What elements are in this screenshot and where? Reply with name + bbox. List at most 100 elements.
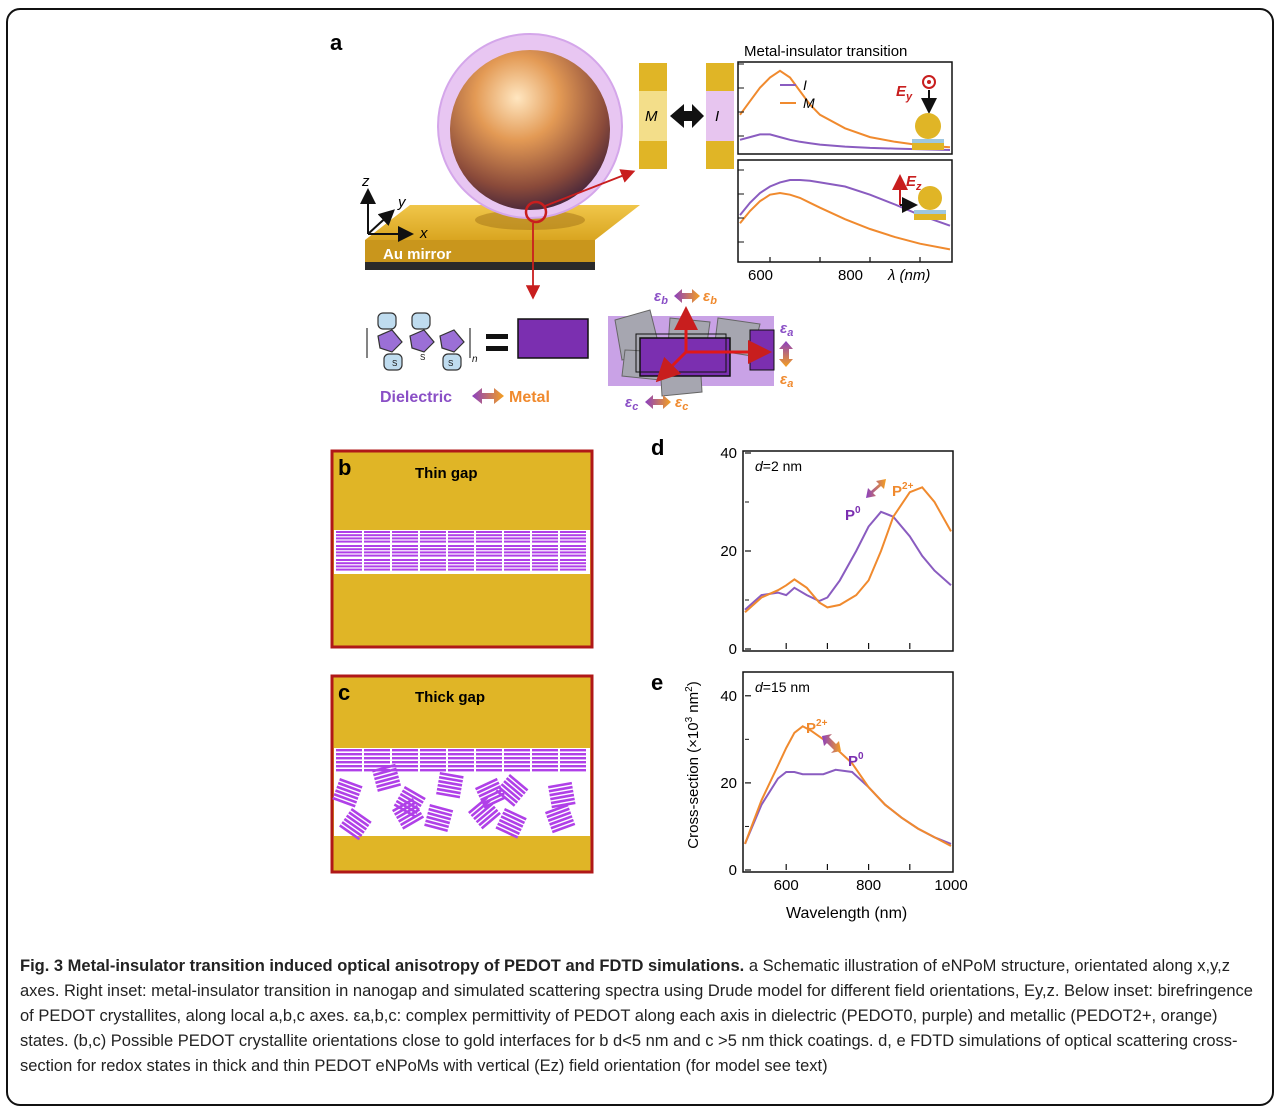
crystallite-layer (532, 565, 558, 568)
crystallite-layer (504, 757, 530, 760)
crystallite-layer (502, 811, 526, 825)
crystallite-layer (476, 548, 502, 551)
chart-d-annot-d: d (755, 458, 764, 474)
crystallite-layer (429, 804, 454, 813)
crystallite-layer (336, 531, 362, 533)
svg-text:εb: εb (654, 288, 668, 307)
field-ey: E (896, 83, 907, 100)
crystallite-layer (560, 551, 586, 554)
crystallite-layer (532, 540, 558, 543)
mit-xtick-600: 600 (748, 267, 773, 284)
crystallite-layer (448, 753, 474, 756)
crystallite-layer (448, 548, 474, 551)
crystallite-layer (336, 749, 362, 752)
chart-d-ytick-label: 40 (720, 445, 737, 462)
crystallite-layer (336, 559, 362, 561)
crystallite-layer (495, 826, 519, 839)
crystallite-layer (504, 765, 530, 768)
legend-m: M (803, 95, 815, 111)
crystallite-layer (336, 545, 362, 547)
chart-e-ytick-label: 40 (720, 688, 737, 705)
crystallite-grain (495, 774, 529, 807)
crystallite-layer (420, 562, 446, 565)
axis-z: z (361, 173, 370, 190)
crystallite-layer (398, 808, 421, 823)
crystallite-layer (560, 545, 586, 547)
crystallite-layer (560, 540, 586, 543)
crystallite-layer (478, 808, 499, 827)
crystallite-layer (364, 765, 390, 768)
svg-text:P2+: P2+ (892, 481, 914, 500)
crystallite-layer (476, 749, 502, 752)
pointer-arrow-up (544, 169, 636, 207)
crystallite-layer (392, 534, 418, 537)
crystallite-layer (560, 765, 586, 768)
mi-gap-inset: M I (639, 63, 734, 169)
crystallite-layer (532, 769, 558, 772)
crystallite-layer (476, 531, 502, 533)
crystallite-layer (364, 551, 390, 554)
crystallite-layer (392, 568, 418, 571)
crystallite-layer (504, 562, 530, 565)
chart-e-annot-d: d (755, 679, 764, 695)
dielectric-label: Dielectric (380, 389, 452, 406)
crystallite-grain (339, 808, 372, 841)
crystallite-layer (336, 765, 362, 768)
crystallite-layer (532, 531, 558, 533)
crystallite-layer (504, 753, 530, 756)
field-ey-sub: y (905, 91, 913, 103)
crystallite-layer (505, 777, 526, 795)
crystallite-layer (504, 761, 530, 764)
crystallite-layer (336, 769, 362, 772)
crystallite-layer (420, 531, 446, 533)
chart-d-p0: P (845, 507, 855, 524)
mit-title: Metal-insulator transition (744, 43, 907, 60)
crystallite-layer (476, 562, 502, 565)
crystallite-layer (392, 548, 418, 551)
epsilon-labels: εb εb εa εa εc εc (625, 288, 793, 413)
pedot-molecule: S S S n (366, 312, 478, 371)
chart-e-ytick-label: 20 (720, 775, 737, 792)
crystallite-layer (504, 568, 530, 571)
crystallite-layer (436, 787, 461, 795)
crystallite-layer (364, 540, 390, 543)
crystallite-layer (476, 761, 502, 764)
crystallite-layer (448, 749, 474, 752)
crystallite-layer (504, 749, 530, 752)
crystallite-layer (333, 793, 358, 804)
crystallite-layer (394, 801, 417, 816)
panel-label-a: a (330, 30, 343, 55)
crystallite-layer (420, 554, 446, 557)
crystallite-layer (504, 551, 530, 554)
crystallite-layer (560, 568, 586, 571)
crystallite-layer (438, 779, 463, 787)
crystallite-layer (480, 811, 501, 830)
crystallite-layer (532, 548, 558, 551)
mirror-label: Au mirror (383, 246, 452, 263)
crystallite-layer (548, 785, 573, 793)
crystallite-layer (375, 775, 399, 785)
sulfur-1: S (392, 359, 397, 368)
crystallite-layer (546, 807, 570, 819)
crystallite-layer (392, 562, 418, 565)
crystallite-layer (448, 534, 474, 537)
crystallite-layer (420, 565, 446, 568)
chart-e-series-p2plus (744, 725, 952, 847)
crystallite-layer (560, 537, 586, 540)
svg-text:εa: εa (780, 320, 793, 339)
crystallite-layer (498, 818, 522, 832)
crystallite-grain (545, 803, 576, 834)
chart-e-ytick-label: 0 (729, 862, 737, 879)
dielectric-metal-arrow (472, 388, 504, 404)
chart-e-switch-arrow (822, 734, 841, 753)
figure-frame (6, 8, 1274, 1106)
crystallite-layer (532, 545, 558, 547)
crystallite-layer (392, 554, 418, 557)
crystallite-layer (402, 815, 425, 830)
crystallite-layer (374, 771, 398, 781)
chart-xlabel: Wavelength (nm) (786, 905, 907, 922)
crystallite-layer (504, 548, 530, 551)
crystallite-layer (504, 559, 530, 561)
crystallite-layer (476, 545, 502, 547)
crystallite-layer (448, 761, 474, 764)
